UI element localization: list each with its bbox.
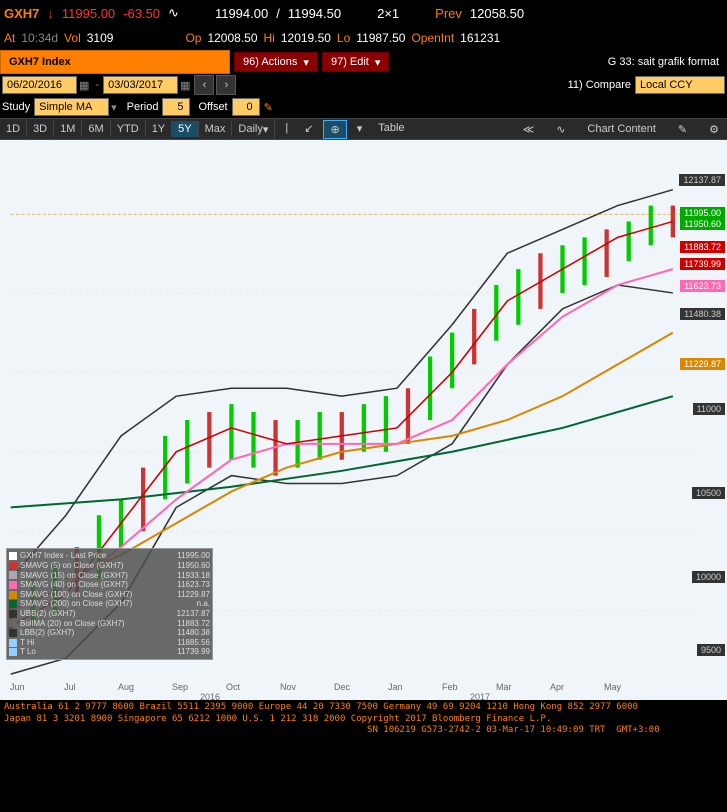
y-axis-label: 10000 <box>692 571 725 583</box>
y-axis-label: 11000 <box>693 403 725 415</box>
low-price: 11987.50 <box>356 31 405 45</box>
bid-ask-ratio: 2×1 <box>377 6 399 21</box>
header-row-2: At 10:34d Vol 3109 Op 12008.50 Hi 12019.… <box>0 26 727 50</box>
settings-icon[interactable]: ⚙ <box>701 121 727 138</box>
high-label: Hi <box>264 31 275 45</box>
legend-item[interactable]: SMAVG (40) on Close (GXH7)11623.73 <box>9 580 210 590</box>
frequency-select[interactable]: Daily ▾ <box>232 119 275 139</box>
price-change: -63.50 <box>123 6 160 21</box>
ask-price: 11994.50 <box>288 6 341 21</box>
range-3d[interactable]: 3D <box>27 121 54 137</box>
range-6m[interactable]: 6M <box>82 121 110 137</box>
legend-item[interactable]: LBB(2) (GXH7)11480.38 <box>9 628 210 638</box>
y-axis-label: 11480.38 <box>680 308 725 320</box>
legend-item[interactable]: SMAVG (5) on Close (GXH7)11950.60 <box>9 561 210 571</box>
range-1d[interactable]: 1D <box>0 121 27 137</box>
range-5y[interactable]: 5Y <box>172 121 198 137</box>
period-input[interactable]: 5 <box>162 98 190 116</box>
chart-content-button[interactable]: Chart Content <box>579 121 663 137</box>
date-to-input[interactable]: 03/03/2017 <box>103 76 178 94</box>
low-label: Lo <box>337 31 350 45</box>
calendar-icon[interactable]: ▦ <box>79 79 89 92</box>
study-row: Study Simple MA ▾ Period 5 Offset 0 ✎ <box>0 96 727 118</box>
study-type-select[interactable]: Simple MA <box>34 98 109 116</box>
openint-label: OpenInt <box>411 31 454 45</box>
y-axis-label: 11883.72 <box>680 241 725 253</box>
open-label: Op <box>185 31 201 45</box>
study-label: Study <box>2 101 30 113</box>
y-axis-label: 10500 <box>692 487 725 499</box>
offset-label: Offset <box>198 101 227 113</box>
date-range-row: 06/20/2016 ▦ - 03/03/2017 ▦ ‹ › 11) Comp… <box>0 74 727 96</box>
legend-item[interactable]: BollMA (20) on Close (GXH7)11883.72 <box>9 619 210 629</box>
range-1m[interactable]: 1M <box>54 121 82 137</box>
y-axis-label: 11739.99 <box>680 258 725 270</box>
legend-item[interactable]: UBB(2) (GXH7)12137.87 <box>9 609 210 619</box>
range-ytd[interactable]: YTD <box>111 121 146 137</box>
y-axis-label: 12137.87 <box>679 174 725 186</box>
y-axis-label: 11229.87 <box>680 358 725 370</box>
annotate-icon[interactable]: ✎ <box>670 121 695 138</box>
at-label: At <box>4 31 15 45</box>
chevron-down-icon: ▾ <box>375 56 381 69</box>
legend-item[interactable]: SMAVG (100) on Close (GXH7)11229.87 <box>9 590 210 600</box>
range-max[interactable]: Max <box>199 121 233 137</box>
next-period-button[interactable]: › <box>216 75 236 95</box>
y-axis-label: 9500 <box>697 644 725 656</box>
last-price: 11995.00 <box>62 6 115 21</box>
y-axis-label: 11995.00 <box>680 207 725 219</box>
chart-title: G 33: sait grafik format <box>600 56 727 68</box>
chevron-down-icon[interactable]: ▾ <box>111 101 117 114</box>
footer-line-1: Australia 61 2 9777 8600 Brazil 5511 239… <box>4 702 723 714</box>
wave-icon[interactable]: ∿ <box>548 121 573 138</box>
bid-price: 11994.00 <box>215 6 268 21</box>
chart-canvas[interactable]: 12137.87 11995.0011950.60 11883.72 11739.99… <box>0 140 727 700</box>
open-interest: 161231 <box>460 31 500 45</box>
actions-dropdown[interactable]: 96) Actions▾ <box>234 52 318 72</box>
security-input[interactable]: GXH7 Index <box>0 50 230 74</box>
header-row-1: GXH7 ↓ 11995.00 -63.50 ∿ 11994.00 / 1199… <box>0 0 727 26</box>
line-chart-icon[interactable]: ↙ <box>298 120 319 139</box>
y-axis-label: 11623.73 <box>680 280 725 292</box>
range-1y[interactable]: 1Y <box>146 121 172 137</box>
down-arrow-icon: ↓ <box>47 6 54 21</box>
prev-period-button[interactable]: ‹ <box>194 75 214 95</box>
chevron-down-icon: ▾ <box>303 56 309 69</box>
edit-dropdown[interactable]: 97) Edit▾ <box>322 52 389 72</box>
legend-item[interactable]: GXH7 Index - Last Price11995.00 <box>9 551 210 561</box>
footer-line-2: Japan 81 3 3201 8900 Singapore 65 6212 1… <box>4 714 723 726</box>
offset-input[interactable]: 0 <box>232 98 260 116</box>
calendar-icon[interactable]: ▦ <box>180 79 190 92</box>
compare-label[interactable]: 11) Compare <box>568 79 631 91</box>
legend-item[interactable]: T Hi11885.56 <box>9 638 210 648</box>
footer: Australia 61 2 9777 8600 Brazil 5511 239… <box>0 700 727 742</box>
pencil-icon[interactable]: ✎ <box>264 101 273 114</box>
legend-item[interactable]: SMAVG (200) on Close (GXH7)n.a. <box>9 599 210 609</box>
y-axis-label: 11950.60 <box>680 218 725 230</box>
toolbar-row: GXH7 Index 96) Actions▾ 97) Edit▾ G 33: … <box>0 50 727 74</box>
date-from-input[interactable]: 06/20/2016 <box>2 76 77 94</box>
footer-line-3: SN 106219 G573-2742-2 03-Mar-17 10:49:09… <box>4 725 723 737</box>
x-axis: JunJulAugSepOctNovDecJanFebMarAprMay2016… <box>0 680 727 700</box>
collapse-icon[interactable]: ≪ <box>515 121 543 138</box>
range-toolbar: 1D3D1M6MYTD1Y5YMax Daily ▾ | ↙ ⊕ ▾ Table… <box>0 118 727 140</box>
ticker-symbol: GXH7 <box>4 6 39 21</box>
open-price: 12008.50 <box>207 31 257 45</box>
prev-label: Prev <box>435 6 462 21</box>
volume: 3109 <box>87 31 114 45</box>
chevron-down-icon[interactable]: ▾ <box>351 120 369 139</box>
currency-input[interactable]: Local CCY <box>635 76 725 94</box>
legend-item[interactable]: SMAVG (15) on Close (GXH7)11933.18 <box>9 571 210 581</box>
table-button[interactable]: Table <box>372 120 410 139</box>
chart-legend[interactable]: GXH7 Index - Last Price11995.00SMAVG (5)… <box>6 548 213 660</box>
crosshair-icon[interactable]: ⊕ <box>323 120 346 139</box>
divider: | <box>279 120 294 139</box>
vol-label: Vol <box>64 31 81 45</box>
legend-item[interactable]: T Lo11739.99 <box>9 647 210 657</box>
high-price: 12019.50 <box>281 31 331 45</box>
timestamp: 10:34d <box>21 31 58 45</box>
sparkline-icon: ∿ <box>168 5 179 21</box>
period-label: Period <box>127 101 159 113</box>
prev-close: 12058.50 <box>470 6 524 21</box>
